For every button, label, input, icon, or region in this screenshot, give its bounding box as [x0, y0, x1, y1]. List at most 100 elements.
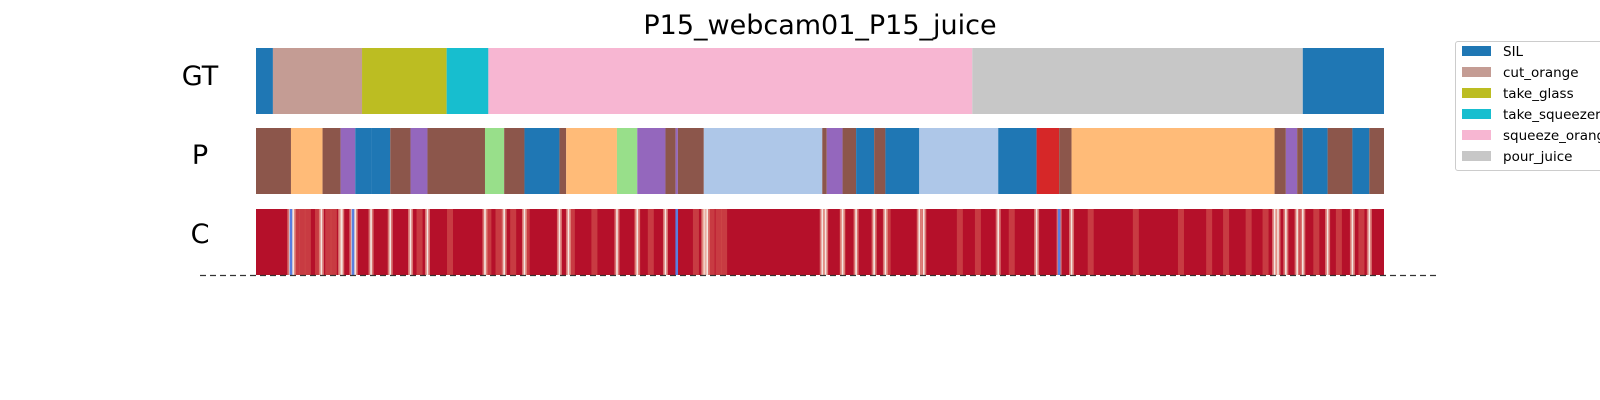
confidence-dip — [389, 209, 392, 275]
confidence-dip — [636, 209, 639, 275]
p-segment — [665, 128, 676, 194]
confidence-soft-dip — [1262, 209, 1269, 275]
legend-swatch — [1462, 67, 1491, 77]
gt-segment — [972, 48, 1303, 114]
confidence-soft-dip — [591, 209, 598, 275]
confidence-dip — [1351, 209, 1354, 275]
confidence-dip — [1285, 209, 1287, 275]
confidence-dip — [706, 209, 708, 275]
gt-segment — [256, 48, 273, 114]
confidence-soft-dip — [647, 209, 654, 275]
p-segment — [559, 128, 567, 194]
p-segment — [256, 128, 291, 194]
legend-label: cut_orange — [1503, 65, 1579, 81]
confidence-soft-dip — [956, 209, 963, 275]
p-segment — [1327, 128, 1353, 194]
confidence-low-dip — [675, 209, 679, 275]
confidence-dip — [841, 209, 844, 275]
confidence-soft-dip — [1132, 209, 1139, 275]
confidence-soft-dip — [416, 209, 423, 275]
legend-label: take_glass — [1503, 86, 1574, 102]
confidence-soft-dip — [692, 209, 699, 275]
p-segment — [874, 128, 886, 194]
row-label-gt: GT — [181, 61, 219, 92]
confidence-dip — [1326, 209, 1329, 275]
legend-label: take_squeezer — [1503, 107, 1600, 123]
confidence-dip — [824, 209, 827, 275]
confidence-dip — [426, 209, 429, 275]
p-segment — [1369, 128, 1384, 194]
legend: SIL cut_orange take_glass take_squeezer … — [1455, 41, 1600, 171]
legend-swatch — [1462, 88, 1491, 98]
confidence-soft-dip — [974, 209, 981, 275]
confidence-dip — [1273, 209, 1276, 275]
p-segment — [919, 128, 999, 194]
legend-swatch — [1462, 46, 1491, 56]
legend-item-sil: SIL — [1462, 44, 1523, 64]
legend-item-take-squeezer: take_squeezer — [1462, 107, 1600, 127]
confidence-dip — [616, 209, 618, 275]
p-segment — [1352, 128, 1370, 194]
confidence-soft-dip — [510, 209, 517, 275]
gt-segment — [488, 48, 973, 114]
legend-item-take-glass: take_glass — [1462, 86, 1574, 106]
confidence-soft-dip — [485, 209, 492, 275]
confidence-soft-dip — [495, 209, 502, 275]
legend-item-pour-juice: pour_juice — [1462, 149, 1572, 169]
confidence-dip — [1368, 209, 1371, 275]
p-segment — [371, 128, 391, 194]
confidence-dip — [340, 209, 343, 275]
confidence-dip — [918, 209, 921, 275]
confidence-soft-dip — [325, 209, 332, 275]
p-segment — [1059, 128, 1072, 194]
p-segment — [1285, 128, 1298, 194]
confidence-dip — [320, 209, 323, 275]
gt-segment — [1302, 48, 1384, 114]
confidence-dip — [855, 209, 857, 275]
p-segment — [677, 128, 704, 194]
confidence-soft-dip — [708, 209, 715, 275]
confidence-soft-dip — [715, 209, 722, 275]
legend-item-squeeze-orange: squeeze_orange — [1462, 128, 1600, 148]
confidence-dip — [664, 209, 667, 275]
confidence-soft-dip — [447, 209, 454, 275]
legend-swatch — [1462, 130, 1491, 140]
p-segment — [1297, 128, 1303, 194]
confidence-soft-dip — [1358, 209, 1365, 275]
confidence-dip — [1035, 209, 1038, 275]
p-segment — [1274, 128, 1286, 194]
p-segment — [826, 128, 843, 194]
confidence-soft-dip — [1206, 209, 1213, 275]
confidence-soft-dip — [1245, 209, 1252, 275]
p-segment — [822, 128, 827, 194]
p-segment — [885, 128, 920, 194]
confidence-soft-dip — [1223, 209, 1230, 275]
p-segment — [390, 128, 411, 194]
confidence-soft-dip — [293, 209, 300, 275]
p-segment — [484, 128, 505, 194]
confidence-low-dip — [351, 209, 355, 275]
confidence-dip — [1301, 209, 1304, 275]
confidence-dip — [484, 209, 486, 275]
row-label-p: P — [191, 140, 209, 171]
p-segment — [1302, 128, 1328, 194]
confidence-dip — [558, 209, 561, 275]
p-segment — [675, 128, 678, 194]
p-segment — [322, 128, 341, 194]
legend-swatch — [1462, 151, 1491, 161]
confidence-dip — [922, 209, 925, 275]
confidence-low-dip — [289, 209, 293, 275]
p-segment — [355, 128, 372, 194]
p-segment — [998, 128, 1037, 194]
confidence-dip — [884, 209, 887, 275]
confidence-soft-dip — [1313, 209, 1320, 275]
p-segment — [566, 128, 617, 194]
confidence-soft-dip — [1087, 209, 1094, 275]
confidence-low-dip — [1057, 209, 1061, 275]
confidence-dip — [523, 209, 526, 275]
legend-swatch — [1462, 109, 1491, 119]
gt-segment — [272, 48, 363, 114]
confidence-soft-dip — [1177, 209, 1184, 275]
